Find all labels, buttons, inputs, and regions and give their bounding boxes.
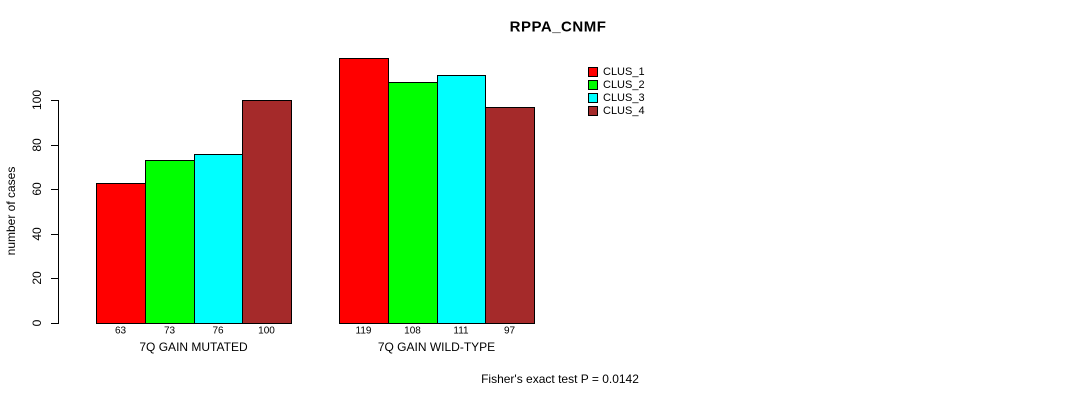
legend-swatch-clus_3 xyxy=(588,92,598,103)
legend-label-clus_1: CLUS_1 xyxy=(603,65,645,78)
bar-value-label: 63 xyxy=(114,325,127,337)
legend-label-clus_2: CLUS_2 xyxy=(603,78,645,91)
y-tick-label: 40 xyxy=(30,227,44,241)
legend-label-clus_3: CLUS_3 xyxy=(603,91,645,104)
bar-value-label: 100 xyxy=(258,325,275,337)
y-axis-label: number of cases xyxy=(4,166,18,256)
y-tick-label: 60 xyxy=(30,182,44,196)
y-tick-label: 0 xyxy=(30,319,44,327)
bar-clus_1-2 xyxy=(339,58,389,324)
legend-swatch-clus_1 xyxy=(588,66,598,77)
legend-swatch-clus_4 xyxy=(588,105,598,116)
chart-title: RPPA_CNMF xyxy=(509,18,607,36)
y-tick-label: 100 xyxy=(30,89,44,111)
y-tick xyxy=(51,100,58,101)
bar-value-label: 111 xyxy=(453,325,469,337)
y-tick xyxy=(51,234,58,235)
bar-value-label: 73 xyxy=(163,325,176,337)
bar-clus_2-1 xyxy=(145,160,195,324)
legend-label-clus_4: CLUS_4 xyxy=(603,104,645,117)
bar-value-label: 97 xyxy=(503,325,516,337)
y-tick xyxy=(51,145,58,146)
bar-value-label: 76 xyxy=(212,325,224,337)
bar-clus_4-1 xyxy=(242,100,292,324)
y-tick xyxy=(51,278,58,279)
y-tick-label: 80 xyxy=(30,138,44,152)
footnote-text: Fisher's exact test P = 0.0142 xyxy=(481,372,639,386)
bar-clus_2-2 xyxy=(388,82,438,324)
y-tick xyxy=(51,189,58,190)
group-label: 7Q GAIN WILD-TYPE xyxy=(377,340,496,354)
bar-clus_3-2 xyxy=(437,75,486,324)
legend-swatch-clus_2 xyxy=(588,79,598,90)
y-tick xyxy=(51,323,58,324)
bar-clus_1-1 xyxy=(96,183,146,324)
group-label: 7Q GAIN MUTATED xyxy=(139,340,248,354)
bar-value-label: 108 xyxy=(404,325,421,337)
bar-value-label: 119 xyxy=(355,325,372,337)
y-tick-label: 20 xyxy=(30,271,44,285)
bar-clus_3-1 xyxy=(194,154,243,324)
bar-clus_4-2 xyxy=(485,107,535,324)
y-axis-line xyxy=(58,100,59,324)
